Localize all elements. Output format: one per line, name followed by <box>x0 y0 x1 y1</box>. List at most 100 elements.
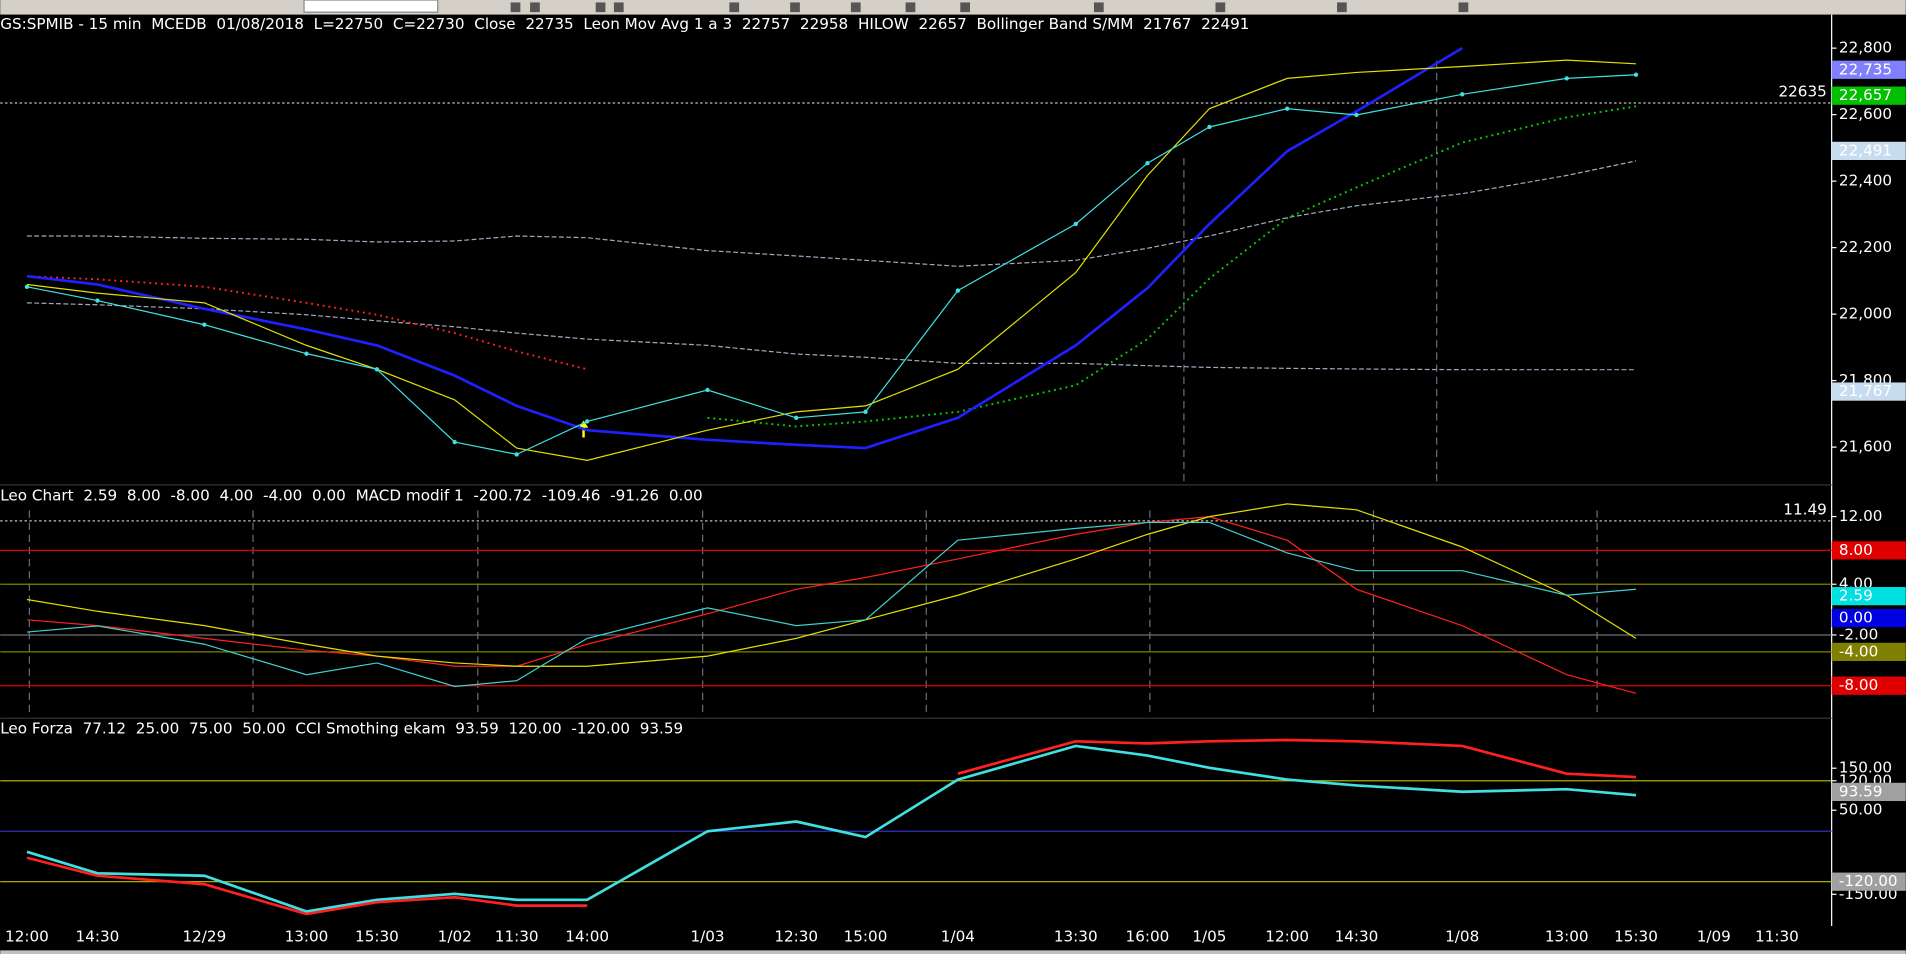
header-item: Close <box>474 15 515 33</box>
header-item: 0.00 <box>669 486 703 504</box>
header-item: Leo Chart <box>0 486 73 504</box>
x-tick-label: 1/03 <box>690 927 724 945</box>
header-item: MACD modif 1 <box>356 486 464 504</box>
series-line <box>24 72 1639 457</box>
y-tick-label: 22,600 <box>1839 105 1892 123</box>
price-badge-label: 8.00 <box>1839 541 1873 559</box>
reference-label: 22635 <box>1778 83 1826 101</box>
x-tick-label: 15:00 <box>844 927 888 945</box>
x-tick-label: 13:00 <box>1545 927 1589 945</box>
header-item: 22735 <box>525 15 573 33</box>
price-badge <box>1831 141 1906 160</box>
header-item: 2.59 <box>83 486 117 504</box>
header-item: -8.00 <box>170 486 209 504</box>
y-tick-label: 22,800 <box>1839 39 1892 57</box>
price-badge <box>1831 86 1906 105</box>
x-tick-label: 1/08 <box>1445 927 1479 945</box>
header-item: GS:SPMIB - 15 min <box>0 15 141 33</box>
header-item: 77.12 <box>83 720 126 738</box>
y-tick-label: 12.00 <box>1839 507 1882 525</box>
x-tick-label: 14:30 <box>76 927 120 945</box>
price-badge <box>1831 587 1906 606</box>
header-item: CCI Smothing ekam <box>295 720 445 738</box>
status-strip <box>0 950 1906 954</box>
header-item: 22491 <box>1201 15 1249 33</box>
header-item: 4.00 <box>219 486 253 504</box>
header-item: HILOW <box>858 15 909 33</box>
header-item: 25.00 <box>136 720 179 738</box>
x-tick-label: 1/05 <box>1192 927 1226 945</box>
price-badge-label: 21,767 <box>1839 382 1892 400</box>
price-badge <box>1831 60 1906 79</box>
price-badge <box>1831 541 1906 560</box>
price-badge <box>1831 872 1906 891</box>
x-tick-label: 16:00 <box>1126 927 1170 945</box>
y-tick-label: -2.00 <box>1839 625 1878 643</box>
price-badge-label: 2.59 <box>1839 587 1873 605</box>
header-item: 01/08/2018 <box>216 15 304 33</box>
x-tick-label: 13:00 <box>285 927 329 945</box>
y-tick-label: 50.00 <box>1839 801 1882 819</box>
price-badge-label: 22,735 <box>1839 60 1892 78</box>
header-item: 93.59 <box>640 720 683 738</box>
price-badge-label: 22,657 <box>1839 86 1892 104</box>
y-tick-label: 22,400 <box>1839 172 1892 190</box>
header-item: Leo Forza <box>0 720 73 738</box>
header-item: 93.59 <box>455 720 498 738</box>
header-item: L=22750 <box>314 15 384 33</box>
header-item: 0.00 <box>312 486 346 504</box>
x-tick-label: 14:30 <box>1335 927 1379 945</box>
series-line <box>957 738 1637 779</box>
x-tick-label: 1/02 <box>438 927 472 945</box>
series-line <box>26 856 588 916</box>
y-tick-label: 22,000 <box>1839 305 1892 323</box>
price-badge-label: -8.00 <box>1839 676 1878 694</box>
x-tick-label: 15:30 <box>1614 927 1658 945</box>
series-line <box>26 503 1637 667</box>
header-item: -120.00 <box>571 720 630 738</box>
x-tick-label: 14:00 <box>565 927 609 945</box>
header-item: MCEDB <box>151 15 206 33</box>
series-line <box>26 521 1637 688</box>
price-badge-label: 93.59 <box>1839 782 1882 800</box>
x-tick-label: 12/29 <box>182 927 226 945</box>
x-tick-label: 1/09 <box>1697 927 1731 945</box>
price-badge-label: -4.00 <box>1839 642 1878 660</box>
header-item: C=22730 <box>393 15 465 33</box>
header-item: 120.00 <box>508 720 561 738</box>
x-tick-label: 11:30 <box>495 927 539 945</box>
header-item: 75.00 <box>189 720 232 738</box>
series-line <box>26 516 1637 694</box>
x-tick-label: 11:30 <box>1755 927 1799 945</box>
price-badge-label: 0.00 <box>1839 609 1873 627</box>
price-badge-label: 22,491 <box>1839 141 1892 159</box>
price-badge <box>1831 676 1906 695</box>
price-badge <box>1831 642 1906 662</box>
price-badge-label: -120.00 <box>1839 872 1898 890</box>
y-tick-label: 22,200 <box>1839 238 1892 256</box>
header-item: -91.26 <box>610 486 659 504</box>
x-tick-label: 1/04 <box>941 927 975 945</box>
x-tick-label: 12:00 <box>1265 927 1309 945</box>
header-item: -109.46 <box>542 486 601 504</box>
header-item: 22958 <box>800 15 848 33</box>
header-item: 21767 <box>1143 15 1191 33</box>
price-badge <box>1831 382 1906 401</box>
header-item: Leon Mov Avg 1 a 3 <box>583 15 732 33</box>
header-item: 22657 <box>918 15 966 33</box>
price-badge <box>1831 608 1906 628</box>
x-tick-label: 12:00 <box>5 927 49 945</box>
y-tick-label: 150.00 <box>1839 759 1892 777</box>
y-tick-label: 21,600 <box>1839 438 1892 456</box>
header-item: 8.00 <box>127 486 161 504</box>
reference-label: 11.49 <box>1783 500 1826 518</box>
series-line <box>26 744 1637 913</box>
header-item: -4.00 <box>263 486 302 504</box>
header-item: 50.00 <box>242 720 285 738</box>
header-item: -200.72 <box>473 486 532 504</box>
header-item: 22757 <box>742 15 790 33</box>
x-tick-label: 13:30 <box>1054 927 1098 945</box>
header-item: Bollinger Band S/MM <box>977 15 1134 33</box>
